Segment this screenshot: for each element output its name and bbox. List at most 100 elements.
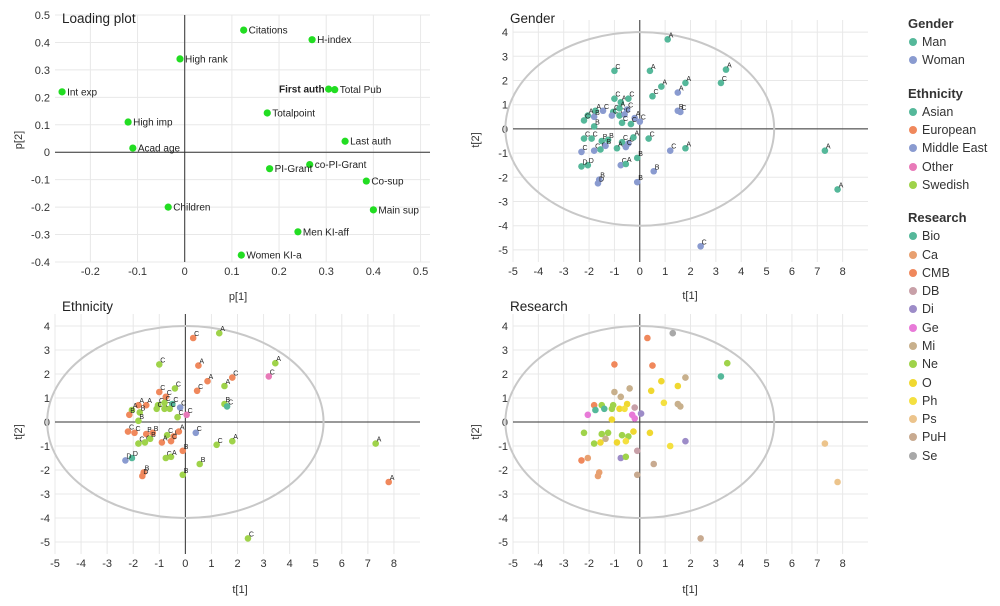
point-label: B xyxy=(655,164,660,171)
research-legend-item: Se xyxy=(905,447,997,465)
data-point xyxy=(627,120,635,128)
data-point xyxy=(722,66,730,73)
point-label: A xyxy=(686,76,691,83)
data-point xyxy=(631,415,639,422)
data-point xyxy=(584,454,592,462)
data-point xyxy=(631,114,639,122)
data-point xyxy=(196,460,203,468)
legend-marker xyxy=(909,250,917,259)
x-tick-label: -4 xyxy=(533,266,543,278)
legend-gender: Gender Man Woman xyxy=(905,16,997,70)
y-tick-label: -2 xyxy=(498,465,508,477)
point-label: C xyxy=(627,140,632,147)
y-tick-label: -0.4 xyxy=(31,257,50,269)
legend-label: DB xyxy=(922,284,940,299)
data-point xyxy=(135,440,142,447)
x-tick-label: 8 xyxy=(391,558,397,570)
point-label: PI-Grant xyxy=(275,164,313,175)
research-legend-item: Bio xyxy=(905,227,997,245)
point-label: A xyxy=(147,398,152,405)
point-label: First auth xyxy=(279,85,325,96)
data-point xyxy=(590,147,598,154)
legend-ethnicity-items: Asian European Middle East Other Swedish xyxy=(905,103,997,194)
x-tick-label: 5 xyxy=(313,558,319,570)
point-label: A xyxy=(225,379,230,386)
data-point xyxy=(697,535,704,542)
point-label: B xyxy=(600,173,605,180)
point-label: A xyxy=(133,403,138,410)
data-point xyxy=(590,113,598,121)
research-legend-item: Ne xyxy=(905,355,997,373)
research-legend-item: Ps xyxy=(905,410,997,428)
y-tick-label: 1 xyxy=(502,100,508,112)
legend-marker xyxy=(909,342,917,350)
point-label: A xyxy=(618,141,623,148)
point-label: D xyxy=(143,469,148,476)
data-point xyxy=(590,123,598,130)
x-tick-label: 0 xyxy=(637,266,643,278)
x-tick-label: 4 xyxy=(738,558,744,570)
data-point xyxy=(658,377,665,385)
data-point xyxy=(385,478,393,486)
point-label: A xyxy=(636,111,641,118)
data-point xyxy=(272,359,279,367)
y-axis-label: t[2] xyxy=(470,132,482,147)
x-tick-label: -0.1 xyxy=(128,266,147,278)
point-label: C xyxy=(233,371,238,378)
data-point xyxy=(666,147,674,154)
x-tick-label: 5 xyxy=(764,558,770,570)
data-point xyxy=(674,89,682,96)
y-tick-label: 1 xyxy=(502,393,508,405)
data-point xyxy=(630,134,637,141)
data-point xyxy=(584,112,592,119)
point-label: B xyxy=(607,139,612,146)
y-tick-label: 4 xyxy=(44,321,50,333)
data-point xyxy=(598,430,606,438)
x-tick-label: -3 xyxy=(559,558,569,570)
point-label: A xyxy=(199,359,204,366)
data-point xyxy=(176,404,184,411)
data-point xyxy=(183,411,190,419)
data-point xyxy=(161,405,168,413)
y-tick-label: -0.2 xyxy=(31,202,50,214)
data-point xyxy=(647,387,655,395)
x-tick-label: 3 xyxy=(713,558,719,570)
point-label: A xyxy=(390,475,395,482)
research-legend-item: Ph xyxy=(905,392,997,410)
data-point xyxy=(592,406,599,414)
data-point xyxy=(633,471,641,479)
x-tick-label: -3 xyxy=(559,266,569,278)
point-label: D xyxy=(589,158,594,165)
data-point xyxy=(611,388,618,396)
point-label: C xyxy=(653,89,658,96)
data-point xyxy=(598,137,606,145)
point-label: A xyxy=(634,130,639,137)
data-point xyxy=(362,177,370,185)
x-tick-label: -1 xyxy=(610,266,620,278)
data-point xyxy=(263,109,271,117)
data-point xyxy=(308,36,316,44)
legend-marker xyxy=(909,415,917,424)
research-legend-item: O xyxy=(905,373,997,391)
legend-label: O xyxy=(922,375,932,390)
point-label: B xyxy=(184,468,189,475)
data-point xyxy=(265,373,273,380)
point-label: B xyxy=(609,133,614,140)
y-tick-label: 2 xyxy=(502,369,508,381)
research-legend-item: CMB xyxy=(905,264,997,282)
point-label: B xyxy=(595,119,600,126)
point-label: C xyxy=(160,385,165,392)
point-label: A xyxy=(589,109,594,116)
point-label: C xyxy=(197,426,202,433)
legend-marker xyxy=(909,287,917,296)
data-point xyxy=(146,435,154,443)
legend-marker xyxy=(909,232,917,241)
y-tick-label: -5 xyxy=(498,245,508,257)
x-tick-label: 2 xyxy=(687,558,693,570)
point-label: C xyxy=(722,76,727,83)
y-tick-label: -1 xyxy=(40,441,50,453)
legend-label: Ph xyxy=(922,393,938,408)
point-label: co-PI-Grant xyxy=(315,160,367,171)
data-point xyxy=(682,79,689,87)
point-label: A xyxy=(621,101,626,108)
